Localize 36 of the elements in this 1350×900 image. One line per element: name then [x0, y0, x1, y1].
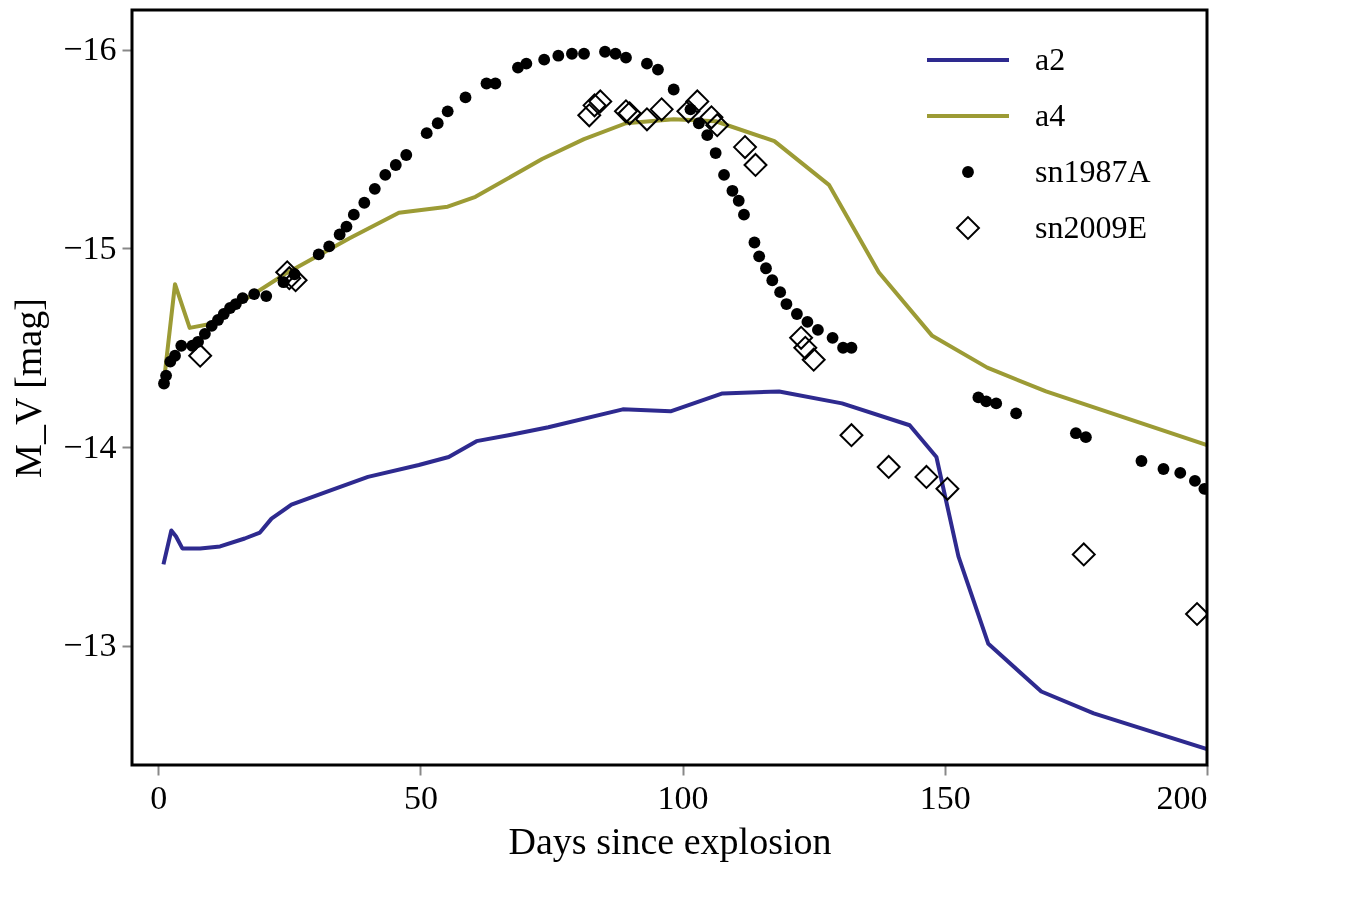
x-tick-label: 100 — [657, 778, 709, 816]
point — [801, 347, 826, 372]
point — [699, 105, 724, 130]
point — [839, 423, 864, 448]
legend-label: sn2009E — [1035, 209, 1147, 245]
point — [188, 343, 213, 368]
point — [733, 135, 757, 160]
legend-label: a2 — [1035, 41, 1066, 77]
point — [789, 325, 814, 350]
point — [935, 476, 960, 501]
point — [649, 97, 674, 122]
point — [705, 113, 730, 138]
point — [676, 99, 701, 124]
point — [685, 89, 710, 114]
point — [1071, 542, 1096, 567]
point — [635, 107, 659, 132]
point — [914, 464, 939, 489]
point — [743, 153, 768, 177]
y-tick-label: −13 — [63, 626, 117, 664]
line-series — [161, 389, 1207, 752]
x-tick-label: 200 — [1156, 778, 1208, 816]
legend-label: sn1987A — [1035, 153, 1151, 189]
point — [793, 335, 818, 360]
point — [577, 103, 602, 128]
y-tick-label: −14 — [63, 427, 117, 465]
point — [876, 455, 901, 479]
point — [588, 89, 613, 114]
x-tick-label: 150 — [919, 778, 971, 816]
y-tick-label: −16 — [63, 30, 117, 68]
y-tick-label: −15 — [63, 228, 117, 266]
x-tick-label: 50 — [403, 778, 438, 816]
point — [582, 93, 607, 118]
legend-label: a4 — [1035, 97, 1066, 133]
x-axis-title: Days since explosion — [508, 819, 832, 862]
x-tick-label: 0 — [150, 778, 168, 816]
y-axis-title: M_V [mag] — [7, 298, 50, 478]
